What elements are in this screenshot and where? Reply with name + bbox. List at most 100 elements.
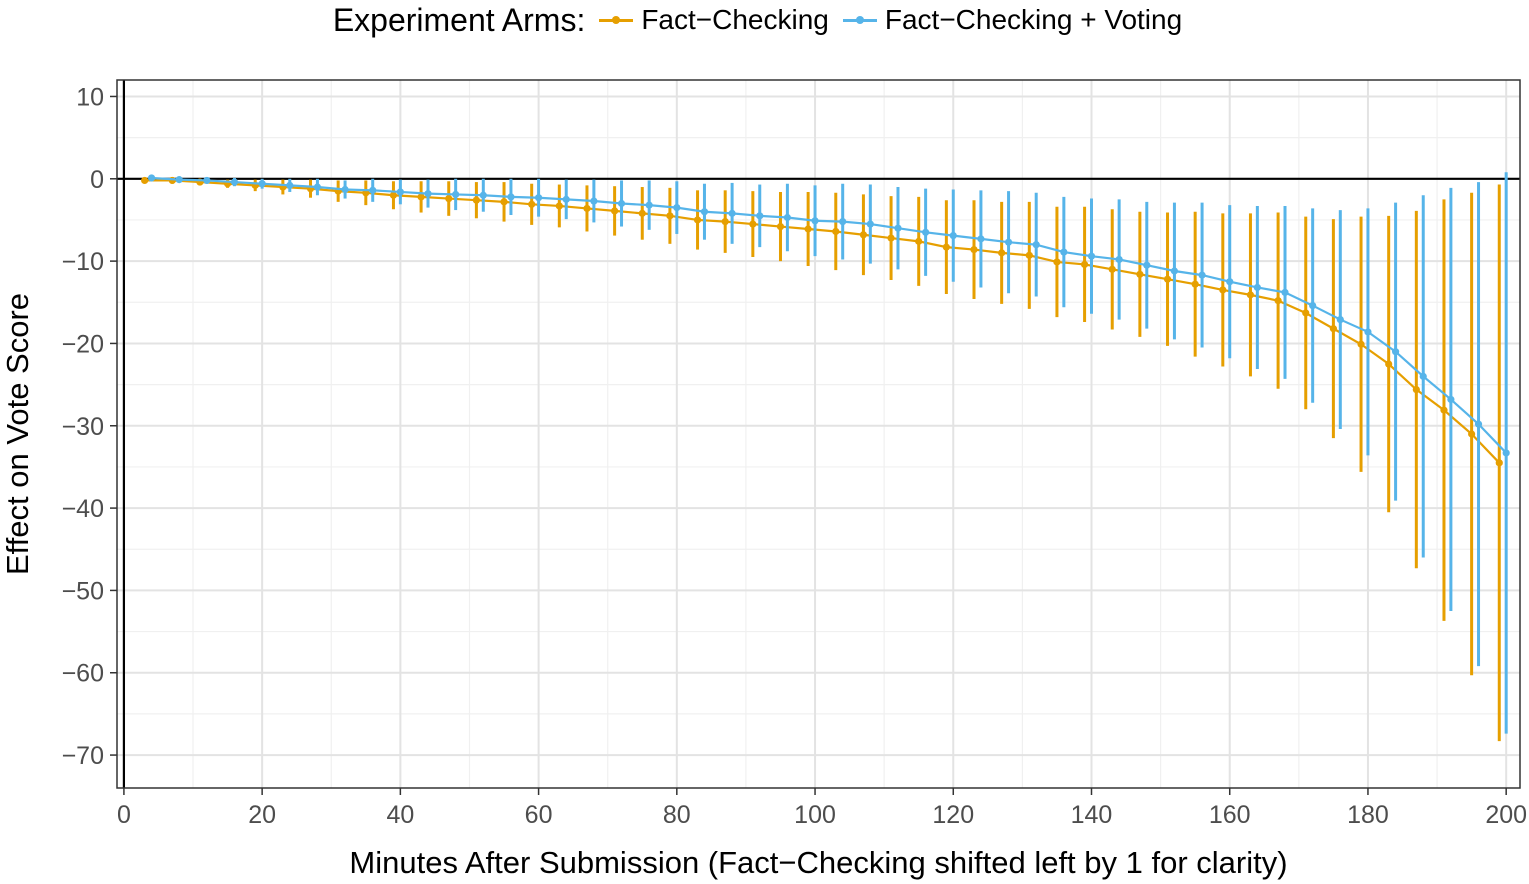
data-point (1053, 258, 1061, 266)
series-layer (141, 172, 1510, 742)
data-point (1115, 255, 1123, 264)
data-point (887, 234, 895, 242)
y-tick-label: −40 (62, 495, 104, 523)
x-tick-label: 180 (1347, 801, 1389, 829)
data-point (424, 190, 432, 198)
data-point (1502, 449, 1510, 457)
data-point (479, 191, 487, 199)
data-point (389, 191, 398, 199)
x-tick-label: 20 (248, 801, 276, 829)
data-point (230, 178, 239, 186)
data-point (942, 243, 950, 251)
x-tick-label: 40 (386, 801, 414, 829)
data-point (534, 194, 543, 202)
data-point (673, 204, 681, 212)
data-point (645, 201, 653, 209)
data-point (1419, 372, 1427, 380)
data-point (998, 249, 1006, 257)
data-point (804, 225, 812, 233)
data-point (555, 202, 563, 210)
data-point (590, 197, 598, 205)
data-point (1412, 385, 1420, 394)
data-point (866, 220, 874, 228)
y-tick-label: 10 (76, 83, 104, 111)
data-point (417, 193, 425, 201)
data-point (749, 220, 757, 228)
data-point (611, 207, 619, 215)
data-point (617, 199, 626, 208)
series-fact-checking (141, 176, 1503, 742)
reference-lines (117, 80, 1520, 788)
data-point (1385, 360, 1393, 368)
x-tick-label: 200 (1485, 801, 1527, 829)
data-point (1281, 288, 1289, 296)
data-point (1391, 348, 1400, 356)
x-tick-label: 120 (932, 801, 974, 829)
data-point (832, 227, 840, 236)
data-point (583, 204, 591, 213)
legend-item-fact-checking: Fact−Checking (599, 4, 829, 36)
legend-item-fact-checking-voting: Fact−Checking + Voting (842, 4, 1183, 36)
axis-ticks (110, 95, 1507, 795)
data-point (147, 174, 156, 182)
data-point (1226, 278, 1234, 286)
data-point (452, 190, 460, 199)
data-point (700, 208, 709, 216)
data-point (776, 222, 785, 231)
data-point (915, 237, 923, 245)
series-line (144, 179, 1501, 464)
data-point (1219, 286, 1227, 294)
data-point (1474, 420, 1483, 428)
data-point (1329, 325, 1337, 333)
data-point (1087, 252, 1096, 260)
legend: Experiment Arms: Fact−Checking Fact−Chec… (0, 0, 1529, 40)
y-tick-label: 0 (90, 166, 104, 194)
x-tick-label: 160 (1209, 801, 1251, 829)
data-point (1253, 283, 1261, 292)
data-point (811, 217, 819, 225)
y-tick-label: −20 (62, 330, 104, 358)
data-point (500, 198, 508, 206)
legend-label-fact-checking-voting: Fact−Checking + Voting (884, 4, 1183, 35)
x-tick-label: 140 (1071, 801, 1113, 829)
data-point (562, 195, 570, 203)
data-point (1336, 315, 1344, 324)
data-point (894, 224, 902, 232)
data-point (1163, 275, 1172, 283)
legend-swatch-fact-checking (599, 15, 634, 24)
x-tick-label: 80 (663, 801, 691, 829)
data-point (175, 176, 183, 184)
data-point (203, 176, 211, 185)
series-line (151, 176, 1507, 454)
data-point (1246, 291, 1255, 299)
data-point (341, 185, 349, 194)
data-point (313, 183, 322, 191)
data-point (141, 176, 149, 185)
data-point (756, 212, 764, 220)
data-point (1025, 251, 1033, 259)
y-tick-label: −10 (62, 248, 104, 276)
data-point (1302, 309, 1310, 317)
y-axis-title: Effect on Vote Score (0, 293, 35, 575)
x-axis-title: Minutes After Submission (Fact−Checking … (349, 845, 1287, 880)
data-point (1309, 301, 1317, 310)
data-point (445, 194, 453, 203)
data-point (1170, 267, 1179, 275)
data-point (1357, 340, 1365, 348)
data-point (1032, 241, 1040, 249)
data-point (1198, 271, 1206, 279)
x-tick-label: 0 (117, 801, 131, 829)
data-point (839, 218, 847, 226)
data-point (1136, 270, 1144, 278)
series-fact-checking-voting (147, 172, 1510, 734)
data-point (728, 209, 736, 217)
data-point (472, 196, 480, 204)
grid-minor (117, 80, 1520, 788)
data-point (783, 213, 791, 222)
data-point (638, 209, 646, 217)
data-point (1495, 459, 1503, 467)
data-point (1440, 406, 1448, 414)
data-point (922, 228, 930, 236)
y-tick-label: −50 (62, 577, 104, 605)
y-tick-labels: 10 0 −10 −20 −30 −40 −50 −60 −70 (62, 83, 104, 770)
